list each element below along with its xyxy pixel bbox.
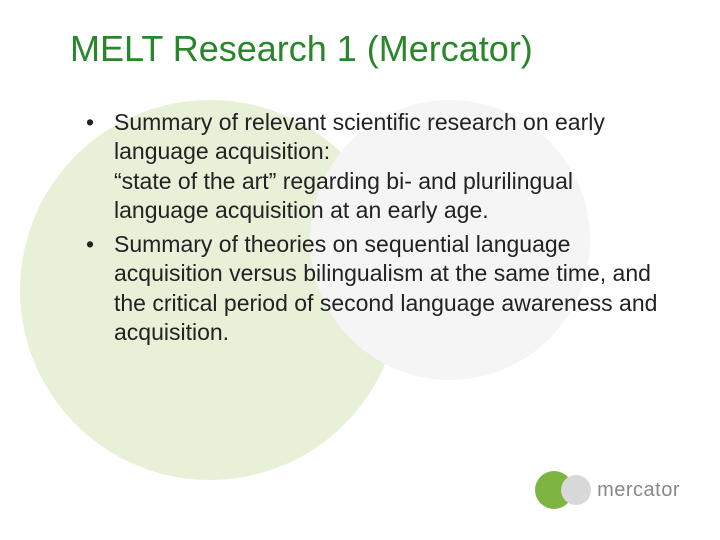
bullet-item: Summary of theories on sequential langua… (80, 230, 660, 348)
mercator-logo: mercator (535, 470, 680, 510)
slide-body: Summary of relevant scientific research … (0, 70, 720, 348)
logo-gray-circle (561, 475, 591, 505)
slide-title: MELT Research 1 (Mercator) (0, 0, 720, 70)
bullet-item: Summary of relevant scientific research … (80, 108, 660, 226)
bullet-list: Summary of relevant scientific research … (80, 108, 660, 348)
logo-text: mercator (597, 479, 680, 502)
logo-icon (535, 470, 591, 510)
